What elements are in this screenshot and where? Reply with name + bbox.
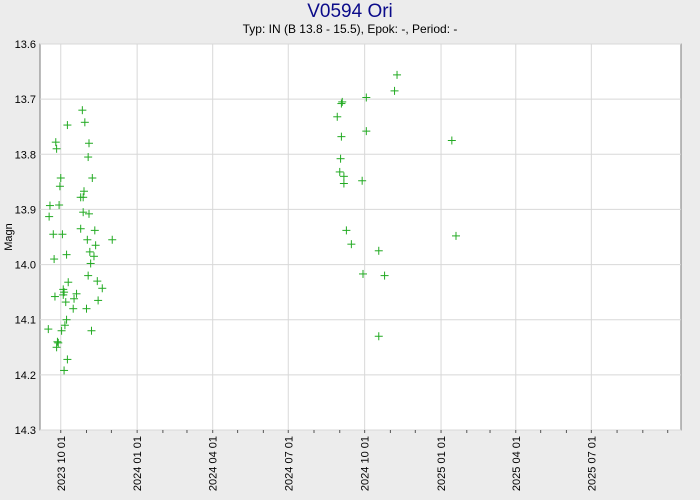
plot-area [39,43,682,431]
data-point [50,255,59,264]
data-point [63,355,72,364]
data-point [358,269,367,278]
data-point [98,284,107,293]
data-point [84,139,93,148]
data-point [50,292,59,301]
data-point [45,212,54,221]
data-point [69,304,78,313]
x-tick-labels: 2023 10 01 2024 01 01 2024 04 01 2024 07 01… [56,436,599,491]
data-point [90,226,99,235]
data-point [393,70,402,79]
data-point [87,326,96,335]
data-point [57,326,66,335]
data-point [93,277,102,286]
data-point [374,332,383,341]
data-point [82,304,91,313]
data-point [339,179,348,188]
data-point [451,231,460,240]
data-point [91,241,100,250]
data-point [54,338,63,347]
data-point [380,271,389,280]
data-point [362,93,371,102]
data-point [358,176,367,185]
x-tick-label: 2023 10 01 [56,436,68,491]
data-points [44,70,460,375]
data-point [84,153,93,162]
data-point [58,230,67,239]
y-tick-label: 13.6 [15,39,36,51]
data-point [337,99,346,108]
data-point [80,187,89,196]
x-tick-label: 2025 04 01 [511,436,523,491]
data-point [84,271,93,280]
data-point [60,366,69,375]
data-point [335,167,344,176]
data-point [60,288,69,297]
data-point [53,337,62,346]
y-tick-label: 13.8 [15,149,36,161]
data-point [55,182,64,191]
data-point [88,173,97,182]
data-point [62,315,71,324]
data-point [108,235,117,244]
y-tick-label: 14.3 [15,425,36,437]
data-point [45,201,54,210]
data-point [70,294,79,303]
data-point [64,278,73,287]
data-point [56,173,65,182]
grid-lines [40,43,681,433]
data-point [61,298,70,307]
data-point [80,118,89,127]
x-tick-label: 2024 10 01 [360,436,372,491]
data-point [342,226,351,235]
y-tick-label: 13.9 [15,204,36,216]
y-tick-label: 14.0 [15,260,36,272]
y-tick-label: 14.1 [15,315,36,327]
x-tick-label: 2024 04 01 [208,436,220,491]
y-tick-label: 14.2 [15,370,36,382]
data-point [63,121,72,130]
data-point [78,106,87,115]
data-point [333,112,342,121]
y-tick-label: 13.7 [15,94,36,106]
data-point [390,86,399,95]
data-point [89,252,98,261]
x-tick-label: 2025 01 01 [436,436,448,491]
data-point [447,136,456,145]
data-point [339,172,348,181]
data-point [84,209,93,218]
data-point [72,289,81,298]
chart-title: V0594 Ori [307,1,393,22]
data-point [337,132,346,141]
data-point [52,343,61,352]
data-point [55,201,64,210]
data-point [85,247,94,256]
data-point [52,144,61,153]
data-point [79,208,88,217]
data-point [336,154,345,163]
data-point [76,224,85,233]
data-point [79,193,88,202]
data-point [83,235,92,244]
data-point [86,259,95,268]
x-tick-label: 2024 07 01 [283,436,295,491]
data-point [44,325,53,334]
data-point [60,321,69,330]
data-point [51,138,60,147]
x-tick-label: 2025 07 01 [586,436,598,491]
data-point [49,230,58,239]
data-point [338,97,347,106]
y-tick-labels: 13.6 13.7 13.8 13.9 14.0 14.1 14.2 14.3 [15,39,36,437]
chart-subtitle: Typ: IN (B 13.8 - 15.5), Epok: -, Period… [242,22,458,36]
data-point [347,240,356,249]
data-point [362,127,371,136]
data-point [374,246,383,255]
data-point [94,296,103,305]
x-tick-label: 2024 01 01 [132,436,144,491]
data-point [62,250,71,259]
y-axis-label: Magn [3,223,15,251]
